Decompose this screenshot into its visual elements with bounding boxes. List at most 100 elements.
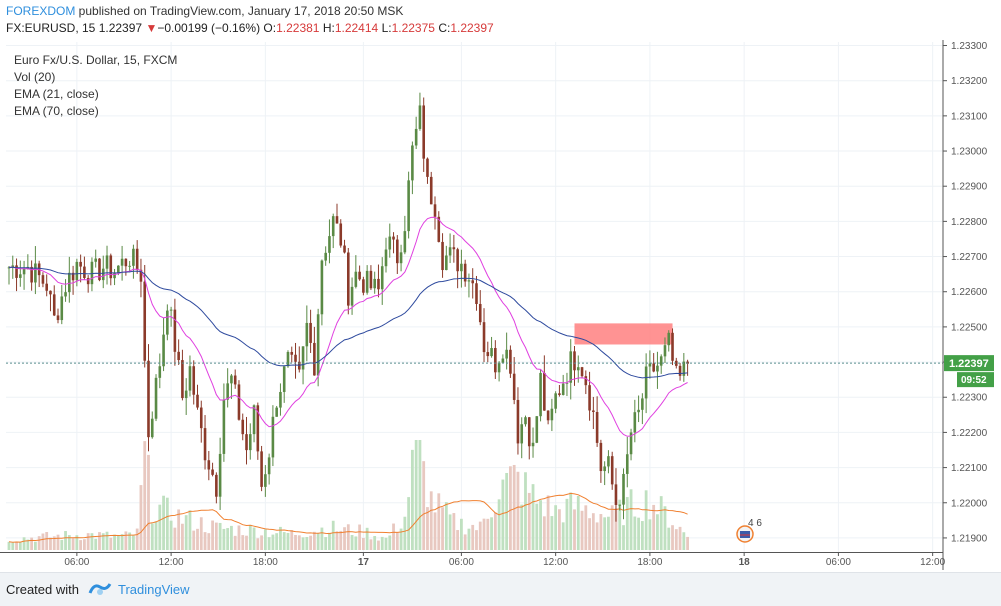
event-badge[interactable]: 4 6 — [736, 518, 762, 543]
candle-body — [437, 216, 441, 242]
candle-body — [207, 460, 211, 470]
candle-body — [535, 416, 539, 443]
volume-bar — [659, 496, 663, 550]
volume-bar — [501, 479, 505, 550]
footer-bar: Created with TradingView — [0, 572, 1001, 606]
volume-bar — [535, 503, 539, 550]
candle-body — [656, 365, 659, 372]
candle-body — [460, 263, 463, 272]
candle-body — [237, 384, 241, 420]
candle-body — [19, 274, 22, 278]
author-name[interactable]: FOREXDOM — [6, 4, 76, 18]
volume-bar — [71, 538, 75, 550]
candle-body — [313, 342, 316, 376]
candle-body — [75, 261, 79, 281]
volume-bar — [448, 514, 452, 550]
volume-bar — [98, 532, 101, 550]
volume-bar — [478, 521, 482, 550]
volume-bar — [18, 542, 22, 550]
volume-bar — [188, 510, 192, 550]
price-chart[interactable]: 1.23300 1.23200 1.23100 1.23000 1.22900 1.228… — [0, 40, 1001, 572]
volume-bar — [607, 516, 610, 550]
candle-body — [98, 258, 101, 281]
price-tick-label: 1.22900 — [951, 182, 988, 193]
candle-body — [456, 249, 459, 272]
countdown-label: 09:52 — [961, 375, 987, 386]
time-axis[interactable]: 06:00 12:00 18:00 17 06:00 12:00 18:00 18 06:00 1… — [0, 552, 946, 568]
time-tick-label: 18 — [739, 557, 751, 568]
volume-bar — [444, 502, 448, 550]
price-tick-label: 1.22300 — [951, 393, 988, 404]
chart-legend: Euro Fx/U.S. Dollar, 15, FXCM Vol (20) E… — [14, 53, 177, 118]
volume-bar — [671, 525, 674, 550]
volume-bar — [177, 509, 181, 550]
volume-bar — [561, 522, 565, 550]
volume-bar — [422, 461, 426, 550]
candle-body — [68, 272, 71, 293]
volume-bar — [369, 539, 373, 550]
volume-bar — [343, 527, 346, 550]
candle-body — [150, 418, 154, 438]
volume-bar — [614, 508, 618, 550]
candle-body — [113, 272, 116, 279]
volume-bar — [105, 531, 109, 550]
candle-body — [124, 258, 128, 267]
high-value: 1.22414 — [334, 21, 379, 35]
volume-bar — [67, 535, 71, 550]
candle-body — [448, 247, 452, 256]
volume-bar — [158, 504, 162, 550]
volume-bar — [471, 524, 475, 550]
volume-bar — [86, 533, 90, 550]
candle-body — [188, 366, 192, 391]
candle-body — [94, 258, 98, 262]
volume-bar — [520, 504, 524, 550]
candle-body — [433, 204, 437, 217]
candle-body — [222, 399, 226, 454]
volume-bar — [83, 539, 86, 550]
candle-body — [135, 248, 139, 270]
tradingview-link[interactable]: TradingView — [118, 582, 190, 597]
volume-bar — [580, 510, 584, 550]
volume-bar — [554, 505, 558, 550]
candle-body — [641, 398, 644, 410]
candles[interactable] — [7, 92, 689, 522]
volume-bar — [75, 535, 79, 550]
last-price: 1.22397 — [98, 21, 143, 35]
candle-body — [463, 263, 467, 282]
candle-body — [543, 372, 546, 411]
publish-line: FOREXDOM published on TradingView.com, J… — [6, 4, 403, 18]
time-tick-label: 06:00 — [826, 557, 851, 568]
candle-body — [132, 248, 135, 266]
volume-bar — [324, 537, 328, 550]
candle-body — [184, 390, 188, 399]
candle-body — [644, 366, 648, 399]
volume-bar — [26, 539, 30, 550]
candle-body — [101, 268, 105, 281]
volume-bar — [241, 535, 245, 550]
volume-bar — [565, 498, 569, 550]
tradingview-logo-icon[interactable] — [88, 581, 112, 602]
candle-body — [377, 278, 380, 290]
high-label: H: — [322, 21, 335, 35]
price-tick-label: 1.22600 — [951, 287, 988, 298]
volume-bar — [282, 532, 286, 550]
candle-body — [494, 348, 497, 373]
volume-bar — [263, 529, 267, 550]
volume-bar — [248, 524, 252, 550]
volume-bar — [569, 492, 573, 550]
candle-body — [509, 349, 512, 374]
candle-body — [286, 351, 290, 367]
candle-body — [294, 354, 297, 362]
volume-bar — [128, 532, 132, 550]
candle-body — [362, 279, 365, 293]
candle-body — [343, 245, 346, 253]
volume-bar — [267, 537, 271, 550]
candle-body — [603, 466, 606, 472]
price-axis[interactable]: 1.23300 1.23200 1.23100 1.23000 1.22900 1.228… — [942, 40, 994, 570]
ema70-line — [8, 266, 688, 379]
volume-bar — [380, 536, 384, 550]
legend-symbol: Euro Fx/U.S. Dollar, 15, FXCM — [14, 53, 177, 67]
volume-bar — [64, 531, 67, 550]
volume-bar — [162, 495, 165, 550]
candle-body — [7, 267, 11, 269]
